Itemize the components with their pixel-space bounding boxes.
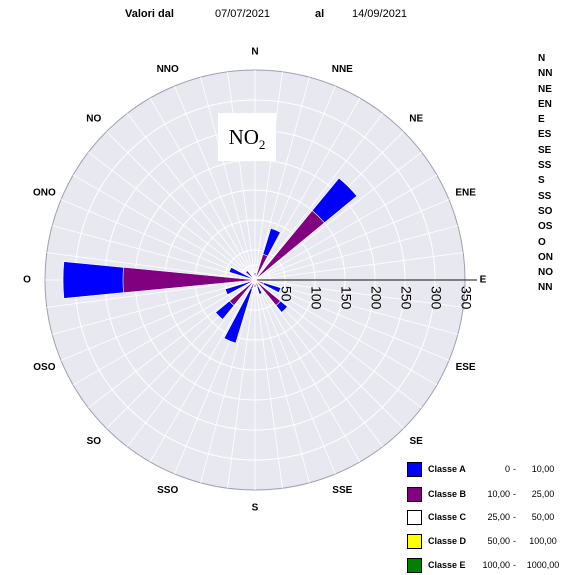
direction-label-n: N [251, 47, 258, 58]
legend-high-a: 10,00 [523, 464, 563, 474]
legend-dash: - [513, 489, 516, 499]
direction-label-nno: NNO [157, 64, 179, 75]
legend-dash: - [513, 536, 516, 546]
side-list-item: NE [538, 84, 553, 99]
side-list-item: NO [538, 267, 553, 282]
legend-low-c: 25,00 [475, 512, 510, 522]
side-list-item: EN [538, 99, 553, 114]
side-list-item: S [538, 175, 553, 190]
radial-tick-label: 350 [458, 286, 474, 310]
side-list-item: ON [538, 252, 553, 267]
legend-swatch-b [407, 487, 422, 502]
legend-label-e: Classe E [428, 560, 466, 570]
legend-high-e: 1000,00 [523, 560, 563, 570]
direction-label-no: NO [86, 113, 101, 124]
from-label: Valori dal [125, 8, 174, 20]
side-list-item: ES [538, 129, 553, 144]
direction-label-e: E [480, 275, 487, 286]
legend-swatch-e [407, 558, 422, 573]
direction-label-se: SE [410, 436, 424, 447]
side-direction-list: N NN NE EN E ES SE SS S SS SO OS O ON NO… [538, 53, 553, 298]
legend-swatch-d [407, 534, 422, 549]
side-list-item: SO [538, 206, 553, 221]
legend-low-e: 100,00 [475, 560, 510, 570]
radial-tick-label: 150 [338, 286, 354, 310]
from-date: 07/07/2021 [215, 8, 270, 20]
legend-dash: - [513, 512, 516, 522]
radial-tick-label: 250 [398, 286, 414, 310]
legend-label-b: Classe B [428, 489, 466, 499]
to-label: al [315, 8, 324, 20]
pollutant-sub: 2 [259, 137, 266, 152]
side-list-item: NN [538, 282, 553, 297]
direction-label-ese: ESE [456, 362, 476, 373]
direction-label-o: O [23, 275, 31, 286]
to-date: 14/09/2021 [352, 8, 407, 20]
legend-label-a: Classe A [428, 464, 466, 474]
radial-tick-label: 50 [278, 286, 294, 302]
pollutant-main: NO [229, 125, 259, 149]
legend-dash: - [513, 464, 516, 474]
side-list-item: SS [538, 160, 553, 175]
direction-label-ono: ONO [33, 187, 56, 198]
radial-tick-label: 200 [368, 286, 384, 310]
legend-high-d: 100,00 [523, 536, 563, 546]
legend-label-d: Classe D [428, 536, 466, 546]
direction-label-sso: SSO [157, 485, 178, 496]
side-list-item: O [538, 237, 553, 252]
pollutant-label: NO2 [218, 113, 276, 161]
direction-label-oso: OSO [33, 362, 55, 373]
side-list-item: SE [538, 145, 553, 160]
side-list-item: NN [538, 68, 553, 83]
side-list-item: E [538, 114, 553, 129]
legend-high-b: 25,00 [523, 489, 563, 499]
direction-label-ne: NE [409, 113, 423, 124]
radial-tick-label: 100 [308, 286, 324, 310]
side-list-item: N [538, 53, 553, 68]
side-list-item: OS [538, 221, 553, 236]
direction-label-ene: ENE [455, 187, 476, 198]
legend-swatch-c [407, 510, 422, 525]
direction-label-s: S [252, 503, 259, 514]
legend-dash: - [513, 560, 516, 570]
direction-label-nne: NNE [332, 64, 353, 75]
radial-tick-label: 300 [428, 286, 444, 310]
legend-label-c: Classe C [428, 512, 466, 522]
direction-label-sse: SSE [332, 485, 352, 496]
legend-low-b: 10,00 [475, 489, 510, 499]
legend-high-c: 50,00 [523, 512, 563, 522]
legend-low-d: 50,00 [475, 536, 510, 546]
direction-label-so: SO [87, 436, 102, 447]
legend-low-a: 0 [475, 464, 510, 474]
side-list-item: SS [538, 191, 553, 206]
legend-swatch-a [407, 462, 422, 477]
